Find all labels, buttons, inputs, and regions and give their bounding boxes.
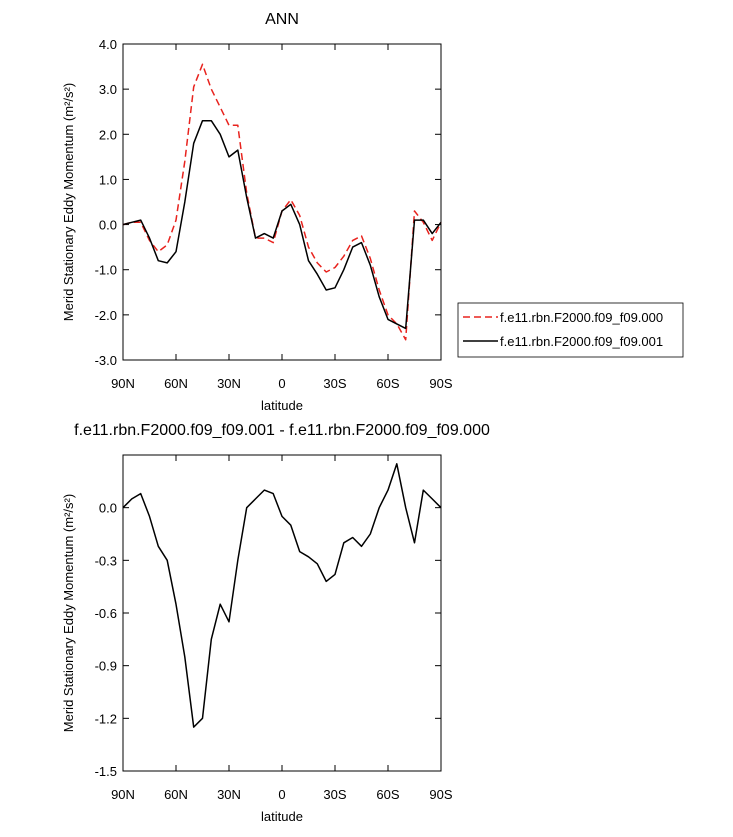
chart-title: ANN: [265, 11, 299, 28]
plot-frame: [122, 454, 442, 772]
y-tick-label: -1.5: [95, 764, 117, 779]
y-tick-label: -3.0: [95, 353, 117, 368]
plot-frame: [122, 43, 442, 361]
legend-label: f.e11.rbn.F2000.f09_f09.001: [500, 334, 663, 349]
y-tick-label: -1.2: [95, 711, 117, 726]
x-tick-label: 90N: [111, 787, 135, 802]
x-tick-label: 90S: [429, 376, 452, 391]
x-tick-label: 30S: [323, 787, 346, 802]
data-line: [122, 463, 442, 728]
x-axis-label: latitude: [261, 809, 303, 824]
legend-box: [457, 302, 684, 358]
x-tick-label: 30N: [217, 787, 241, 802]
data-line: [122, 119, 442, 330]
x-tick-label: 0: [278, 376, 285, 391]
legend-label: f.e11.rbn.F2000.f09_f09.000: [500, 310, 663, 325]
y-tick-label: -1.0: [95, 263, 117, 278]
x-tick-label: 90N: [111, 376, 135, 391]
x-tick-label: 0: [278, 787, 285, 802]
y-tick-label: 2.0: [99, 127, 117, 142]
x-tick-label: 60N: [164, 376, 188, 391]
x-tick-label: 90S: [429, 787, 452, 802]
x-tick-label: 30N: [217, 376, 241, 391]
chart-title: f.e11.rbn.F2000.f09_f09.001 - f.e11.rbn.…: [74, 422, 490, 439]
y-tick-label: 3.0: [99, 82, 117, 97]
x-tick-label: 60S: [376, 376, 399, 391]
data-line: [122, 63, 442, 341]
y-tick-label: 1.0: [99, 172, 117, 187]
y-tick-label: -2.0: [95, 308, 117, 323]
y-tick-label: -0.3: [95, 553, 117, 568]
y-tick-label: -0.6: [95, 606, 117, 621]
y-tick-label: 0.0: [99, 218, 117, 233]
y-tick-label: 0.0: [99, 501, 117, 516]
x-tick-label: 30S: [323, 376, 346, 391]
x-axis-label: latitude: [261, 398, 303, 413]
x-tick-label: 60S: [376, 787, 399, 802]
y-tick-label: 4.0: [99, 37, 117, 52]
y-tick-label: -0.9: [95, 659, 117, 674]
x-tick-label: 60N: [164, 787, 188, 802]
y-axis-label: Merid Stationary Eddy Momentum (m²/s²): [61, 494, 76, 732]
y-axis-label: Merid Stationary Eddy Momentum (m²/s²): [61, 83, 76, 321]
